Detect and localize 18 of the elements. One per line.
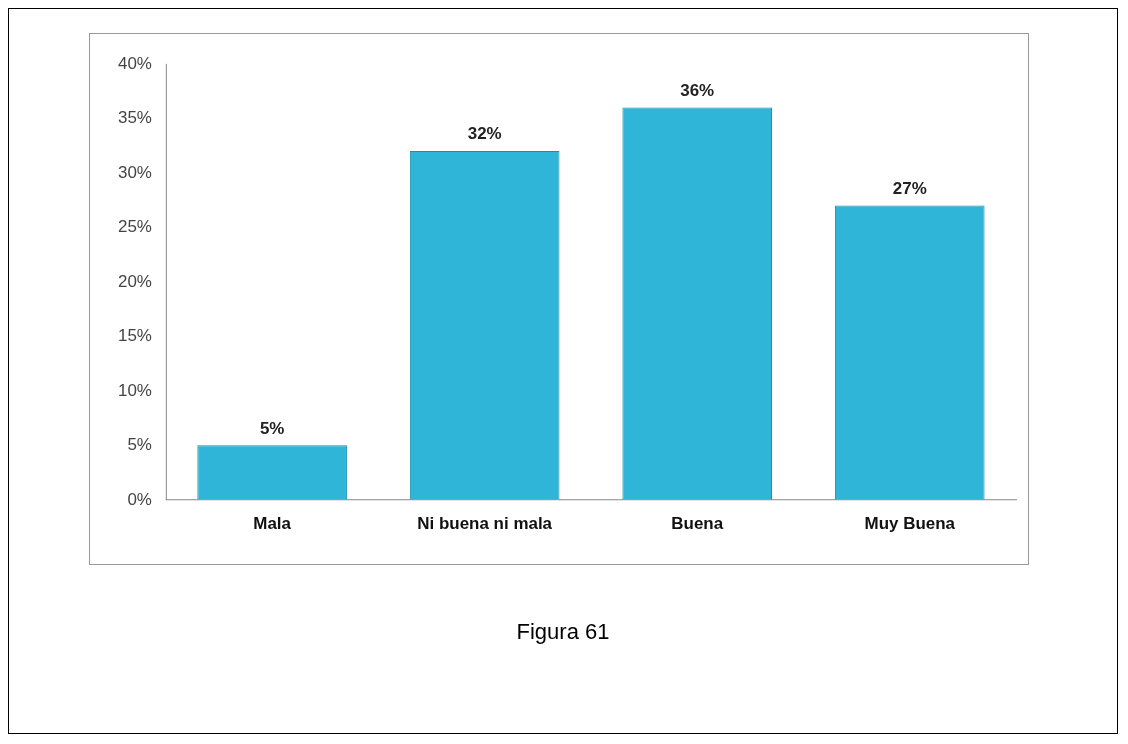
data-label: 32% xyxy=(467,124,502,144)
y-tick-label: 25% xyxy=(117,217,152,237)
y-tick-label: 5% xyxy=(127,435,152,455)
y-tick-label: 0% xyxy=(127,489,152,509)
x-tick-label: Mala xyxy=(253,513,292,533)
x-tick-label: Muy Buena xyxy=(864,513,956,533)
data-label: 36% xyxy=(680,80,715,100)
x-tick-label: Buena xyxy=(671,513,724,533)
x-tick-label: Ni buena ni mala xyxy=(417,513,553,533)
y-tick-label: 40% xyxy=(117,53,152,73)
y-tick-label: 10% xyxy=(117,380,152,400)
y-tick-label: 15% xyxy=(117,326,152,346)
y-tick-label: 35% xyxy=(117,108,152,128)
text: Figura 61 xyxy=(515,619,611,645)
y-tick-label: 30% xyxy=(117,162,152,182)
data-label: 27% xyxy=(892,178,927,198)
data-label: 5% xyxy=(259,418,285,438)
y-tick-label: 20% xyxy=(117,271,152,291)
